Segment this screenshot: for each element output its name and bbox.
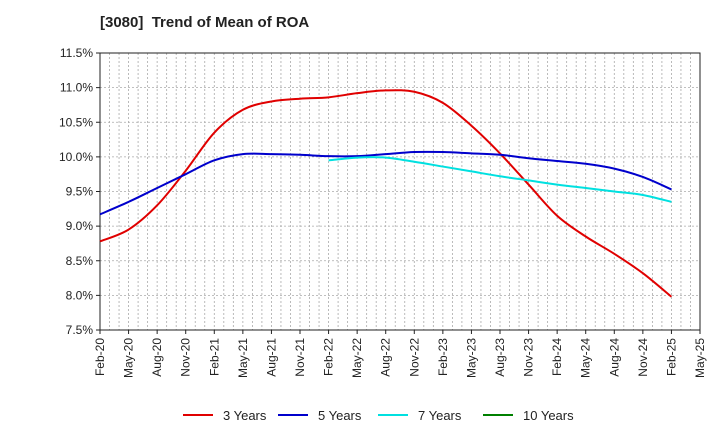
- y-tick-label: 8.0%: [66, 288, 94, 302]
- series-line-3-years: [99, 89, 673, 298]
- legend-label-3-years: 3 Years: [223, 408, 267, 423]
- x-tick-label: Aug-20: [150, 338, 164, 377]
- legend-label-7-years: 7 Years: [418, 408, 462, 423]
- x-tick-label: Nov-24: [636, 338, 650, 377]
- x-tick-label: Feb-23: [436, 338, 450, 376]
- y-tick-label: 9.0%: [66, 219, 94, 233]
- legend: 3 Years 5 Years 7 Years 10 Years: [183, 408, 574, 423]
- y-tick-label: 7.5%: [66, 323, 94, 337]
- series-line-5-years: [99, 150, 672, 216]
- x-tick-label: Aug-22: [379, 338, 393, 377]
- x-tick-label: Nov-20: [179, 338, 193, 377]
- x-tick-label: Feb-24: [550, 338, 564, 376]
- series-lines: [99, 89, 673, 298]
- y-tick-label: 9.5%: [66, 185, 94, 199]
- x-tick-label: Feb-20: [93, 338, 107, 376]
- series-line-7-years: [328, 156, 672, 203]
- y-axis-ticks: 7.5% 8.0% 8.5% 9.0% 9.5% 10.0% 10.5% 11.0% 11.5%: [59, 46, 100, 337]
- x-tick-label: May-22: [350, 338, 364, 378]
- x-tick-label: Aug-23: [493, 338, 507, 377]
- x-tick-label: May-24: [579, 338, 593, 378]
- legend-label-5-years: 5 Years: [318, 408, 362, 423]
- x-tick-label: May-21: [236, 338, 250, 378]
- y-tick-label: 11.0%: [60, 81, 93, 95]
- y-tick-label: 11.5%: [60, 46, 93, 60]
- chart-title: [3080] Trend of Mean of ROA: [100, 14, 310, 31]
- horizontal-gridlines: [100, 87, 700, 296]
- y-tick-label: 10.0%: [59, 150, 93, 164]
- y-tick-label: 10.5%: [59, 115, 93, 129]
- x-tick-label: Feb-25: [664, 338, 678, 376]
- x-tick-label: May-25: [693, 338, 707, 378]
- x-tick-label: May-20: [122, 338, 136, 378]
- x-tick-label: Aug-24: [607, 338, 621, 377]
- legend-label-10-years: 10 Years: [523, 408, 574, 423]
- x-tick-label: Feb-22: [322, 338, 336, 376]
- x-tick-label: Nov-23: [522, 338, 536, 377]
- x-tick-label: Nov-21: [293, 338, 307, 377]
- y-tick-label: 8.5%: [66, 254, 94, 268]
- x-axis-ticks: Feb-20 May-20 Aug-20 Nov-20 Feb-21 May-21 Aug-…: [93, 330, 707, 378]
- x-tick-label: May-23: [464, 338, 478, 378]
- x-tick-label: Nov-22: [407, 338, 421, 377]
- x-tick-label: Aug-21: [264, 338, 278, 377]
- x-tick-label: Feb-21: [207, 338, 221, 376]
